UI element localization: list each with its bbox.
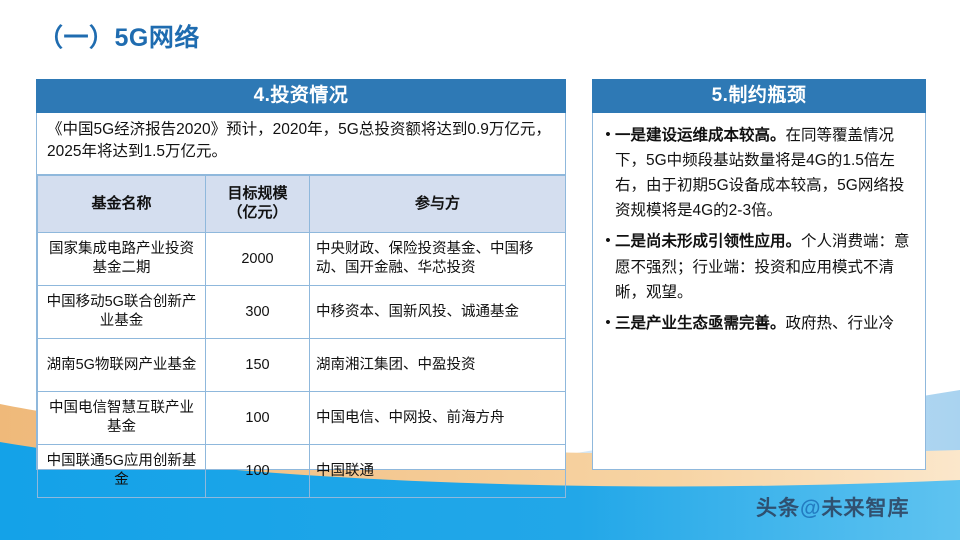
cell-participants: 中央财政、保险投资基金、中国移动、国开金融、华芯投资	[309, 232, 566, 286]
fund-table: 基金名称 目标规模 （亿元） 参与方 国家集成电路产业投资基金二期 2000 中…	[37, 175, 566, 498]
watermark: 头条@未来智库	[756, 492, 909, 522]
column-header-target-scale-line1: 目标规模	[227, 185, 288, 203]
table-row: 中国电信智慧互联产业基金 100 中国电信、中网投、前海方舟	[37, 391, 566, 445]
column-header-participants: 参与方	[309, 175, 566, 233]
table-header-row: 基金名称 目标规模 （亿元） 参与方	[37, 175, 566, 233]
investment-intro-text: 《中国5G经济报告2020》预计，2020年，5G总投资额将达到0.9万亿元，2…	[37, 113, 565, 175]
fund-table-body: 国家集成电路产业投资基金二期 2000 中央财政、保险投资基金、中国移动、国开金…	[37, 232, 566, 498]
cell-fund-name: 中国联通5G应用创新基金	[37, 444, 206, 498]
bullet-text: 一是建设运维成本较高。在同等覆盖情况下，5G中频段基站数量将是4G的1.5倍左右…	[615, 123, 913, 223]
cell-fund-name: 中国电信智慧互联产业基金	[37, 391, 206, 445]
cell-target-scale: 100	[205, 391, 310, 445]
bullet-marker-icon: •	[605, 232, 611, 250]
bullet-lead: 三是产业生态亟需完善。	[615, 314, 786, 332]
bullet-body: 政府热、行业冷	[785, 314, 895, 332]
list-item: • 二是尚未形成引领性应用。个人消费端：意愿不强烈；行业端：投资和应用模式不清晰…	[601, 229, 913, 304]
bullet-text: 二是尚未形成引领性应用。个人消费端：意愿不强烈；行业端：投资和应用模式不清晰，观…	[615, 229, 913, 304]
list-item: • 一是建设运维成本较高。在同等覆盖情况下，5G中频段基站数量将是4G的1.5倍…	[601, 123, 913, 223]
table-row: 中国移动5G联合创新产业基金 300 中移资本、国新风投、诚通基金	[37, 285, 566, 339]
cell-fund-name: 湖南5G物联网产业基金	[37, 338, 206, 392]
cell-participants: 中移资本、国新风投、诚通基金	[309, 285, 566, 339]
cell-participants: 中国电信、中网投、前海方舟	[309, 391, 566, 445]
cell-participants: 湖南湘江集团、中盈投资	[309, 338, 566, 392]
cell-fund-name: 国家集成电路产业投资基金二期	[37, 232, 206, 286]
cell-participants: 中国联通	[309, 444, 566, 498]
bullet-lead: 一是建设运维成本较高。	[615, 127, 786, 144]
table-row: 国家集成电路产业投资基金二期 2000 中央财政、保险投资基金、中国移动、国开金…	[37, 232, 566, 286]
bottleneck-panel: 5.制约瓶颈 • 一是建设运维成本较高。在同等覆盖情况下，5G中频段基站数量将是…	[592, 79, 926, 470]
bullet-body: 个人消费端：意愿不强烈；行业端：投资和应用模式不清晰，观望。	[615, 233, 910, 301]
bottleneck-panel-body: • 一是建设运维成本较高。在同等覆盖情况下，5G中频段基站数量将是4G的1.5倍…	[592, 113, 926, 470]
investment-panel-body: 《中国5G经济报告2020》预计，2020年，5G总投资额将达到0.9万亿元，2…	[36, 113, 566, 498]
investment-panel: 4.投资情况 《中国5G经济报告2020》预计，2020年，5G总投资额将达到0…	[36, 79, 566, 498]
column-header-target-scale-line2: （亿元）	[227, 204, 288, 221]
cell-target-scale: 100	[205, 444, 310, 498]
cell-fund-name: 中国移动5G联合创新产业基金	[37, 285, 206, 339]
cell-target-scale: 2000	[205, 232, 310, 286]
cell-target-scale: 150	[205, 338, 310, 392]
column-header-target-scale: 目标规模 （亿元）	[205, 175, 310, 233]
column-header-fund-name: 基金名称	[37, 175, 206, 233]
bullet-text: 三是产业生态亟需完善。政府热、行业冷	[615, 311, 913, 336]
bullet-lead: 二是尚未形成引领性应用。	[615, 233, 802, 251]
bullet-marker-icon: •	[605, 313, 611, 331]
table-row: 中国联通5G应用创新基金 100 中国联通	[37, 444, 566, 498]
page-title: （一）5G网络	[38, 24, 200, 52]
table-row: 湖南5G物联网产业基金 150 湖南湘江集团、中盈投资	[37, 338, 566, 392]
bullet-marker-icon: •	[605, 126, 611, 143]
watermark-suffix: 未来智库	[821, 497, 910, 520]
list-item: • 三是产业生态亟需完善。政府热、行业冷	[601, 311, 913, 336]
investment-panel-header: 4.投资情况	[36, 79, 566, 113]
watermark-prefix: 头条	[756, 497, 800, 520]
bullet-body: 在同等覆盖情况下，5G中频段基站数量将是4G的1.5倍左右，由于初期5G设备成本…	[615, 127, 905, 220]
watermark-at-icon: @	[800, 497, 822, 520]
cell-target-scale: 300	[205, 285, 310, 339]
bottleneck-panel-header: 5.制约瓶颈	[592, 79, 926, 113]
